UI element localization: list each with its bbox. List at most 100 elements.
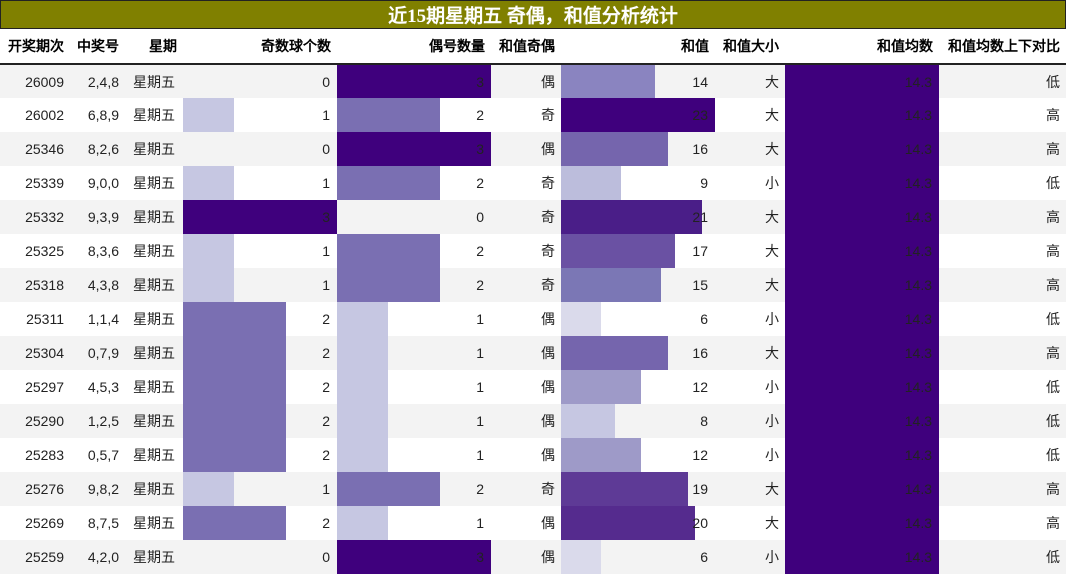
cell-even-count: 0 — [337, 200, 491, 234]
cell-value: 14.3 — [904, 515, 932, 531]
cell-sum: 12 — [561, 370, 715, 404]
cell-value: 1 — [476, 413, 484, 429]
cell-sum-avg: 14.3 — [785, 268, 939, 302]
cell-value: 14.3 — [904, 345, 932, 361]
cell-odd-count: 2 — [183, 404, 337, 438]
cell-value: 0 — [476, 209, 484, 225]
data-bar — [183, 200, 337, 234]
cell-value: 1 — [322, 243, 330, 259]
col-header-issue[interactable]: 开奖期次 — [0, 29, 70, 65]
cell-sum-size: 小 — [715, 404, 785, 438]
cell-even-count: 1 — [337, 404, 491, 438]
cell-sum-avg: 14.3 — [785, 370, 939, 404]
cell-even-count: 3 — [337, 132, 491, 166]
cell-numbers: 0,7,9 — [70, 336, 125, 370]
cell-even-count: 3 — [337, 64, 491, 98]
data-bar — [337, 234, 440, 268]
cell-odd-count: 0 — [183, 540, 337, 574]
data-bar — [337, 268, 440, 302]
cell-avg-compare: 低 — [939, 64, 1066, 98]
cell-sum-avg: 14.3 — [785, 200, 939, 234]
cell-numbers: 8,3,6 — [87, 243, 119, 259]
cell-value: 2 — [322, 413, 330, 429]
cell-issue: 25304 — [0, 336, 70, 370]
col-header-sum-size[interactable]: 和值大小 — [715, 29, 785, 65]
col-header-numbers[interactable]: 中奖号 — [70, 29, 125, 65]
cell-value: 3 — [476, 73, 484, 90]
col-header-even-count[interactable]: 偶号数量 — [337, 29, 491, 65]
data-bar — [337, 98, 440, 132]
cell-issue: 25311 — [26, 311, 64, 327]
col-header-weekday[interactable]: 星期 — [125, 29, 183, 65]
col-header-sum[interactable]: 和值 — [561, 29, 715, 65]
data-bar — [561, 336, 669, 370]
cell-sum-parity: 偶 — [491, 404, 561, 438]
cell-sum-avg: 14.3 — [785, 438, 939, 472]
cell-weekday: 星期五 — [125, 200, 183, 234]
cell-value: 1 — [322, 277, 330, 293]
col-header-sum-parity[interactable]: 和值奇偶 — [491, 29, 561, 65]
cell-avg-compare: 低 — [1046, 175, 1060, 191]
cell-odd-count: 2 — [183, 506, 337, 540]
cell-value: 3 — [476, 141, 484, 157]
cell-sum-parity: 奇 — [541, 107, 555, 123]
data-bar — [337, 472, 440, 506]
data-bar — [183, 336, 286, 370]
data-bar — [561, 302, 602, 336]
cell-value: 3 — [476, 549, 484, 565]
cell-sum-avg: 14.3 — [785, 404, 939, 438]
cell-odd-count: 1 — [183, 166, 337, 200]
cell-value: 2 — [322, 311, 330, 327]
cell-sum-parity: 奇 — [491, 472, 561, 506]
cell-avg-compare: 高 — [939, 336, 1066, 370]
cell-numbers: 4,3,8 — [70, 268, 125, 302]
cell-sum-avg: 14.3 — [785, 302, 939, 336]
col-header-odd-count[interactable]: 奇数球个数 — [183, 29, 337, 65]
cell-avg-compare: 高 — [1046, 515, 1060, 531]
data-bar — [785, 268, 939, 302]
cell-sum: 8 — [561, 404, 715, 438]
cell-issue: 25283 — [25, 447, 64, 463]
cell-issue: 25276 — [0, 472, 70, 506]
cell-sum-avg: 14.3 — [785, 166, 939, 200]
table-row: 25297 4,5,3 星期五 2 1 偶 12 小 14.3 低 — [0, 370, 1066, 404]
col-header-avg-compare[interactable]: 和值均数上下对比 — [939, 29, 1066, 65]
data-bar — [561, 200, 702, 234]
data-bar — [785, 506, 939, 540]
cell-value: 14.3 — [904, 379, 932, 395]
cell-sum-avg: 14.3 — [785, 506, 939, 540]
cell-avg-compare: 高 — [939, 200, 1066, 234]
stats-table: 开奖期次 中奖号 星期 奇数球个数 偶号数量 和值奇偶 和值 和值大小 和值均数… — [0, 29, 1066, 574]
data-bar — [183, 472, 235, 506]
table-row: 25259 4,2,0 星期五 0 3 偶 6 小 14.3 低 — [0, 540, 1066, 574]
cell-value: 6 — [700, 549, 708, 565]
cell-sum: 15 — [561, 268, 715, 302]
cell-even-count: 1 — [337, 336, 491, 370]
data-bar — [561, 234, 675, 268]
cell-sum-size: 小 — [765, 379, 779, 395]
page-title: 近15期星期五 奇偶，和值分析统计 — [0, 0, 1066, 29]
cell-odd-count: 2 — [183, 302, 337, 336]
cell-sum-size: 小 — [765, 447, 779, 463]
data-bar — [785, 438, 939, 472]
cell-sum-size: 大 — [765, 243, 779, 259]
cell-numbers: 2,4,8 — [70, 64, 125, 98]
cell-sum: 12 — [561, 438, 715, 472]
data-bar — [183, 234, 235, 268]
cell-value: 16 — [692, 141, 708, 157]
col-header-sum-avg[interactable]: 和值均数 — [785, 29, 939, 65]
cell-issue: 25297 — [25, 379, 64, 395]
cell-weekday: 星期五 — [125, 404, 183, 438]
cell-value: 1 — [476, 345, 484, 361]
table-row: 25325 8,3,6 星期五 1 2 奇 17 大 14.3 高 — [0, 234, 1066, 268]
cell-odd-count: 2 — [183, 336, 337, 370]
data-bar — [337, 166, 440, 200]
data-bar — [337, 540, 491, 574]
cell-value: 2 — [322, 515, 330, 531]
cell-sum: 20 — [561, 506, 715, 540]
data-bar — [785, 472, 939, 506]
cell-odd-count: 1 — [183, 98, 337, 132]
cell-numbers: 9,0,0 — [87, 175, 119, 191]
cell-avg-compare: 低 — [939, 540, 1066, 574]
cell-value: 17 — [692, 243, 708, 259]
